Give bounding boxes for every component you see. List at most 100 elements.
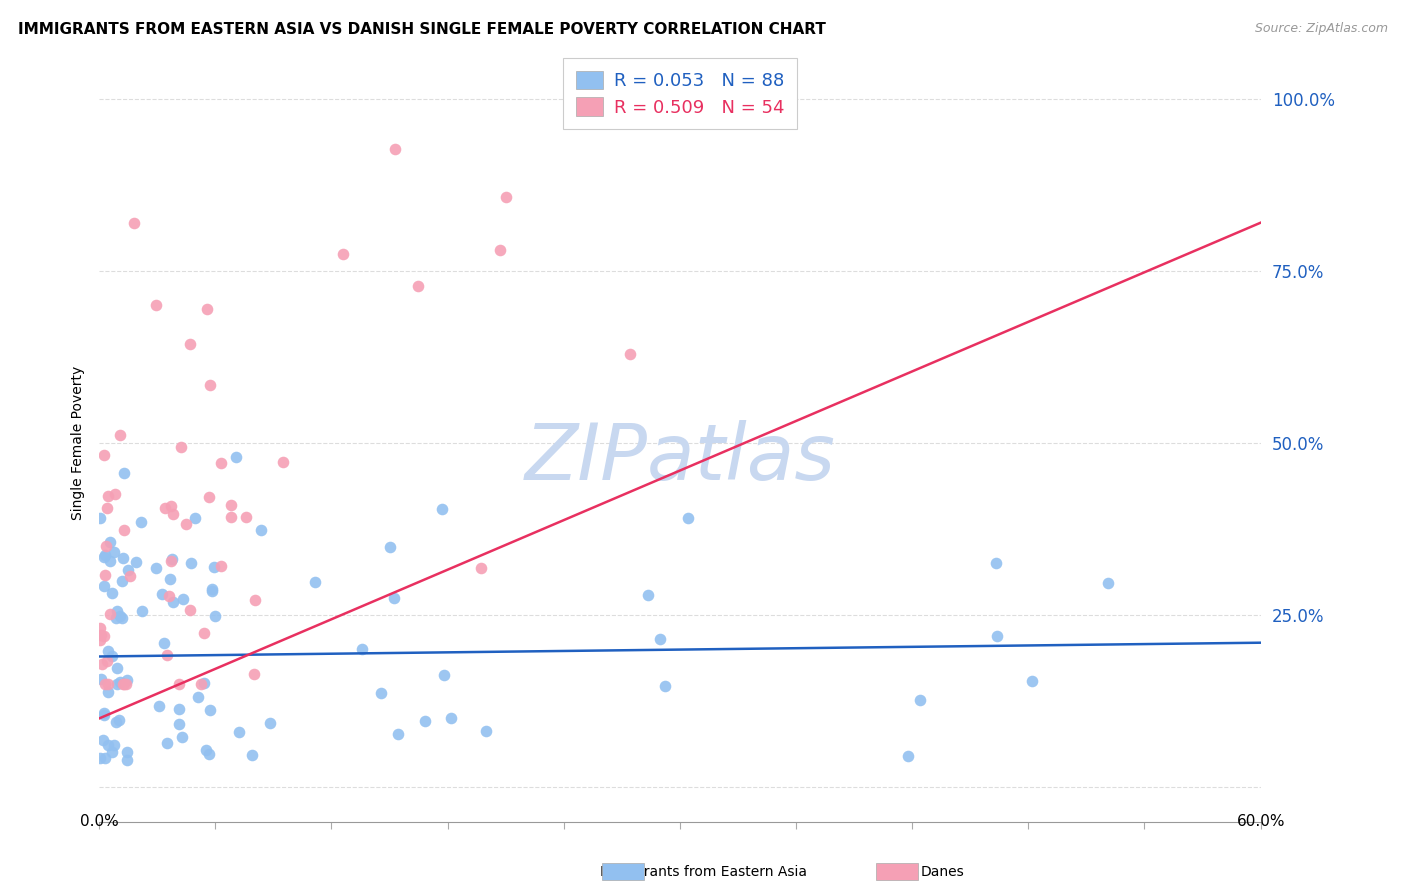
Point [271,455,294,469]
Point [112,524,135,538]
Point [103,738,125,752]
Point [1097,576,1119,591]
Point [93,706,115,720]
Point [124,216,146,230]
Point [378,540,401,554]
Point [986,629,1008,643]
Point [111,611,134,625]
Text: Source: ZipAtlas.com: Source: ZipAtlas.com [1254,22,1388,36]
Point [475,724,498,739]
Point [97,644,120,658]
Point [105,715,128,730]
Point [637,588,659,602]
Point [654,680,676,694]
Point [98,607,121,621]
Point [103,545,125,559]
Point [209,559,232,574]
Point [94,548,117,562]
Point [98,554,121,568]
Point [332,247,354,261]
Point [259,716,281,731]
Point [104,610,127,624]
Point [93,629,115,643]
Point [117,753,139,767]
Legend: R = 0.053   N = 88, R = 0.509   N = 54: R = 0.053 N = 88, R = 0.509 N = 54 [562,58,797,129]
Point [198,378,221,392]
Point [90,672,112,686]
Point [180,556,202,570]
Point [93,707,115,722]
Point [387,727,409,741]
Point [148,699,170,714]
Point [115,673,138,687]
Point [93,579,115,593]
Point [470,561,492,575]
Point [179,603,201,617]
Y-axis label: Single Female Poverty: Single Female Poverty [72,366,86,520]
Point [1021,674,1043,689]
Point [97,685,120,699]
Point [908,692,931,706]
Point [382,591,405,605]
Point [105,677,128,691]
Point [159,499,181,513]
Point [193,625,215,640]
Point [201,582,224,596]
Point [90,628,112,642]
Point [304,574,326,589]
Point [153,636,176,650]
Point [198,747,221,761]
Point [202,560,225,574]
Text: ZIPatlas: ZIPatlas [524,420,835,496]
Point [408,279,430,293]
Point [93,449,115,463]
Point [97,739,120,753]
Point [432,502,454,516]
Point [433,668,456,682]
Point [897,748,920,763]
Point [155,501,177,516]
Point [179,337,201,351]
Point [495,190,517,204]
Point [169,702,191,716]
Point [157,589,180,603]
Point [162,552,184,566]
Point [156,736,179,750]
Point [219,510,242,524]
Point [384,142,406,156]
Point [89,621,111,635]
Point [155,648,177,663]
Point [190,677,212,691]
Point [172,592,194,607]
Point [221,498,243,512]
Text: IMMIGRANTS FROM EASTERN ASIA VS DANISH SINGLE FEMALE POVERTY CORRELATION CHART: IMMIGRANTS FROM EASTERN ASIA VS DANISH S… [18,22,827,37]
Point [93,549,115,564]
Point [228,724,250,739]
Point [184,511,207,525]
Point [413,714,436,729]
Point [619,346,641,360]
Point [112,466,135,480]
Point [169,677,191,691]
Point [94,677,117,691]
Point [249,523,271,537]
Point [187,690,209,704]
Point [91,732,114,747]
Point [225,450,247,464]
Point [112,677,135,691]
Point [162,595,184,609]
Point [440,711,463,725]
Point [112,550,135,565]
Point [198,703,221,717]
Point [89,511,111,525]
Point [159,573,181,587]
Point [103,487,125,501]
Point [170,730,193,744]
Point [209,456,232,470]
Point [160,553,183,567]
Point [89,633,111,648]
Point [111,677,134,691]
Text: Immigrants from Eastern Asia: Immigrants from Eastern Asia [599,865,807,880]
Point [201,584,224,599]
Text: Danes: Danes [920,865,965,880]
